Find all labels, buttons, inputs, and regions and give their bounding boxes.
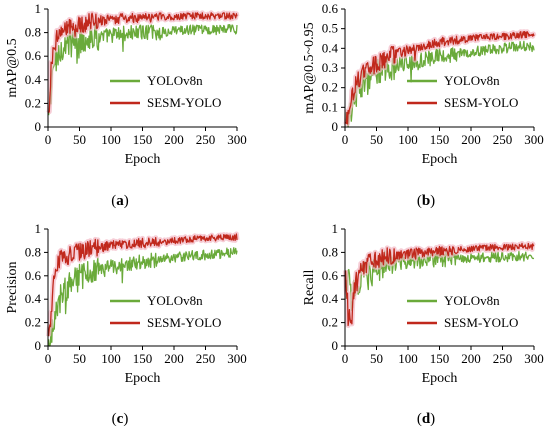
x-tick-label: 0 [45, 132, 52, 147]
x-tick-label: 300 [227, 132, 247, 147]
x-axis-label: Epoch [125, 152, 161, 167]
y-tick-label: 0 [332, 338, 339, 353]
y-tick-label: 0.6 [25, 48, 42, 63]
x-tick-label: 300 [524, 132, 544, 147]
x-tick-label: 50 [370, 132, 383, 147]
legend-label-yolov8n: YOLOv8n [147, 293, 203, 308]
y-tick-label: 0.8 [322, 244, 338, 259]
chart-panel-c: 0 50 100 150 200 250 300 0 0.2 0.4 0.6 0.8 1 Epoch Pre… [5, 221, 247, 427]
y-tick-label: 0.4 [322, 40, 339, 55]
y-tick-label: 0.1 [322, 99, 338, 114]
x-tick-label: 50 [73, 132, 86, 147]
x-tick-label: 250 [493, 132, 513, 147]
y-tick-label: 0.8 [25, 25, 41, 40]
y-tick-label: 0.2 [322, 80, 338, 95]
x-tick-label: 250 [493, 351, 513, 366]
y-tick-label: 0.4 [322, 291, 339, 306]
x-tick-label: 250 [196, 351, 216, 366]
x-tick-label: 250 [196, 132, 216, 147]
y-tick-label: 0.6 [25, 268, 42, 283]
x-tick-label: 200 [164, 132, 184, 147]
panel-caption: (c) [112, 411, 129, 427]
y-tick-label: 0.8 [25, 244, 41, 259]
x-tick-label: 200 [164, 351, 184, 366]
y-tick-label: 0.4 [25, 72, 42, 87]
x-tick-label: 150 [133, 351, 153, 366]
legend-label-yolov8n: YOLOv8n [444, 73, 500, 88]
legend-label-sesm-yolo: SESM-YOLO [444, 95, 518, 110]
y-tick-label: 0.6 [322, 1, 339, 16]
legend-label-sesm-yolo: SESM-YOLO [147, 95, 221, 110]
x-tick-label: 100 [398, 132, 418, 147]
y-axis-label: Precision [5, 261, 20, 313]
chart-panel-d: 0 50 100 150 200 250 300 0 0.2 0.4 0.6 0.8 1 Epoch Rec… [302, 221, 544, 427]
panel-caption: (a) [111, 193, 129, 209]
x-tick-label: 0 [342, 132, 349, 147]
chart-panel-b: 0 50 100 150 200 250 300 0 0.1 0.2 0.3 0.4 0.5 0.6 Epo… [302, 1, 544, 209]
panel-caption: (d) [417, 411, 435, 427]
y-tick-label: 0.5 [322, 21, 338, 36]
y-tick-label: 0.2 [25, 315, 41, 330]
x-tick-label: 50 [73, 351, 86, 366]
x-tick-label: 0 [45, 351, 52, 366]
x-tick-label: 150 [430, 132, 450, 147]
series-yolov8n-line [344, 40, 535, 128]
series-yolov8n-line [47, 247, 238, 347]
x-tick-label: 300 [227, 351, 247, 366]
y-tick-label: 0.3 [322, 60, 338, 75]
x-tick-label: 100 [101, 132, 121, 147]
x-axis-label: Epoch [422, 371, 458, 386]
x-axis-label: Epoch [125, 371, 161, 386]
x-tick-label: 50 [370, 351, 383, 366]
x-tick-label: 300 [524, 351, 544, 366]
x-tick-label: 200 [461, 132, 481, 147]
y-axis-label: mAP@0.5~0.95 [302, 22, 317, 113]
panel-caption: (b) [417, 193, 435, 209]
y-axis-label: mAP@0.5 [5, 38, 20, 97]
y-tick-label: 0.2 [25, 95, 41, 110]
x-tick-label: 0 [342, 351, 349, 366]
y-tick-label: 1 [35, 1, 42, 16]
series-sesm-yolo-line [48, 12, 238, 114]
x-tick-label: 100 [398, 351, 418, 366]
y-tick-label: 0 [35, 338, 42, 353]
x-tick-label: 150 [430, 351, 450, 366]
legend-label-sesm-yolo: SESM-YOLO [444, 315, 518, 330]
y-tick-label: 0.2 [322, 315, 338, 330]
chart-panel-a: 0 50 100 150 200 250 300 0 0.2 0.4 0.6 0.8 1 Epoch mAP… [5, 1, 247, 209]
x-axis-label: Epoch [422, 152, 458, 167]
x-tick-label: 150 [133, 132, 153, 147]
y-tick-label: 1 [35, 221, 42, 236]
y-tick-label: 0 [35, 119, 42, 134]
legend-label-yolov8n: YOLOv8n [147, 73, 203, 88]
series-sesm-yolo-line [47, 233, 238, 337]
y-tick-label: 0.4 [25, 291, 42, 306]
y-tick-label: 0 [332, 119, 339, 134]
legend-label-yolov8n: YOLOv8n [444, 293, 500, 308]
y-axis-label: Recall [302, 270, 317, 306]
y-tick-label: 0.6 [322, 268, 339, 283]
series-sesm-yolo-line [344, 242, 535, 327]
legend-label-sesm-yolo: SESM-YOLO [147, 315, 221, 330]
series-sesm-yolo-line [344, 31, 535, 125]
x-tick-label: 200 [461, 351, 481, 366]
x-tick-label: 100 [101, 351, 121, 366]
y-tick-label: 1 [332, 221, 339, 236]
